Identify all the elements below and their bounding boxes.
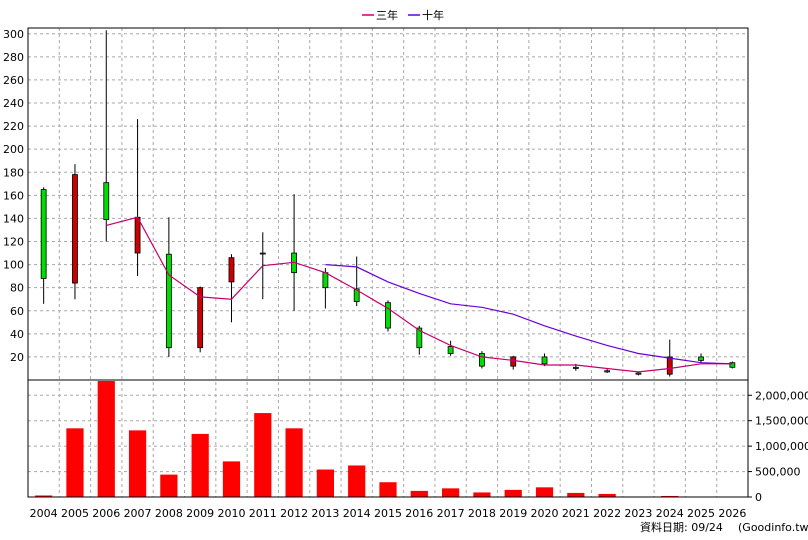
- axes: 20 40 60 80 100 120 140 160 180 200 220 240 260 280 30…: [3, 28, 808, 520]
- price-tick-label: 180: [3, 166, 24, 179]
- candle-body: [166, 254, 171, 347]
- volume-bar: [505, 490, 522, 497]
- candle-body: [41, 190, 46, 279]
- volume-bar: [66, 428, 83, 497]
- volume-bar: [285, 428, 302, 497]
- x-tick-label: 2004: [30, 507, 58, 520]
- x-tick-label: 2016: [405, 507, 433, 520]
- candle-body: [605, 371, 610, 372]
- x-tick-label: 2018: [468, 507, 496, 520]
- volume-bar: [348, 465, 365, 497]
- x-tick-label: 2005: [61, 507, 89, 520]
- price-tick-label: 140: [3, 212, 24, 225]
- x-tick-label: 2025: [687, 507, 715, 520]
- volume-bar: [411, 491, 428, 497]
- price-tick-label: 300: [3, 28, 24, 41]
- candle-body: [260, 253, 265, 254]
- candle-body: [135, 217, 140, 253]
- price-tick-label: 100: [3, 259, 24, 272]
- price-tick-label: 220: [3, 120, 24, 133]
- candle-body: [699, 357, 704, 360]
- price-tick-label: 280: [3, 51, 24, 64]
- candle-body: [386, 303, 391, 328]
- volume-bar: [98, 381, 115, 497]
- volume-bar: [129, 430, 146, 497]
- x-tick-label: 2009: [186, 507, 214, 520]
- candle-body: [72, 175, 77, 283]
- volume-tick-label: 2,000,000: [755, 389, 808, 402]
- x-tick-label: 2026: [718, 507, 746, 520]
- volume-bar: [160, 475, 177, 497]
- price-tick-label: 60: [10, 305, 24, 318]
- volume-bar: [536, 487, 553, 497]
- candle-body: [636, 373, 641, 374]
- x-tick-label: 2014: [343, 507, 371, 520]
- x-tick-label: 2023: [624, 507, 652, 520]
- volume-bar: [473, 492, 490, 497]
- volume-bar: [192, 434, 209, 497]
- volume-bar: [254, 413, 271, 497]
- x-tick-label: 2015: [374, 507, 402, 520]
- candle-body: [448, 347, 453, 354]
- x-tick-label: 2011: [249, 507, 277, 520]
- candle-body: [511, 357, 516, 366]
- data-date-label: 資料日期: 09/24: [640, 520, 723, 534]
- candle-body: [479, 353, 484, 366]
- volume-tick-label: 500,000: [755, 466, 801, 479]
- x-tick-label: 2024: [656, 507, 684, 520]
- x-tick-label: 2006: [92, 507, 120, 520]
- volume-bar: [379, 482, 396, 497]
- x-tick-label: 2013: [311, 507, 339, 520]
- x-tick-label: 2012: [280, 507, 308, 520]
- volume-tick-label: 1,000,000: [755, 440, 808, 453]
- x-tick-label: 2019: [499, 507, 527, 520]
- legend-label-three-year: 三年: [376, 8, 398, 22]
- volume-tick-label: 0: [755, 491, 762, 504]
- price-tick-label: 20: [10, 351, 24, 364]
- price-tick-label: 40: [10, 328, 24, 341]
- legend: 三年 十年: [362, 8, 444, 22]
- candle-body: [104, 183, 109, 220]
- x-tick-label: 2010: [217, 507, 245, 520]
- price-candles: [41, 30, 735, 376]
- candle-body: [229, 258, 234, 282]
- x-tick-label: 2022: [593, 507, 621, 520]
- candle-body: [323, 273, 328, 288]
- volume-bar: [223, 461, 240, 497]
- volume-tick-label: 1,500,000: [755, 415, 808, 428]
- price-tick-label: 240: [3, 97, 24, 110]
- candle-body: [667, 357, 672, 374]
- grid-lines: [28, 28, 748, 497]
- volume-bars: [35, 381, 678, 497]
- x-tick-label: 2017: [437, 507, 465, 520]
- candle-body: [542, 357, 547, 364]
- price-tick-label: 160: [3, 189, 24, 202]
- volume-bar: [567, 493, 584, 497]
- source-label: (Goodinfo.tw): [738, 521, 808, 534]
- legend-label-ten-year: 十年: [422, 8, 444, 22]
- x-tick-label: 2020: [531, 507, 559, 520]
- price-tick-label: 260: [3, 74, 24, 87]
- x-tick-label: 2021: [562, 507, 590, 520]
- volume-bar: [317, 470, 334, 497]
- price-tick-label: 80: [10, 282, 24, 295]
- candle-body: [573, 367, 578, 368]
- price-tick-label: 200: [3, 143, 24, 156]
- price-tick-label: 120: [3, 236, 24, 249]
- x-tick-label: 2007: [124, 507, 152, 520]
- volume-bar: [442, 488, 459, 497]
- x-tick-label: 2008: [155, 507, 183, 520]
